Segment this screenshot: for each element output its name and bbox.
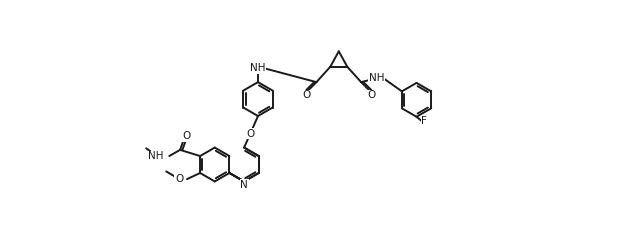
Text: O: O xyxy=(182,131,190,141)
Text: NH: NH xyxy=(369,73,384,83)
Text: F: F xyxy=(422,116,427,126)
Text: O: O xyxy=(175,174,183,184)
Text: O: O xyxy=(246,129,254,139)
Text: NH: NH xyxy=(148,151,163,161)
Text: O: O xyxy=(302,90,311,100)
Text: N: N xyxy=(240,180,248,189)
Text: O: O xyxy=(367,90,375,100)
Text: NH: NH xyxy=(250,63,266,73)
